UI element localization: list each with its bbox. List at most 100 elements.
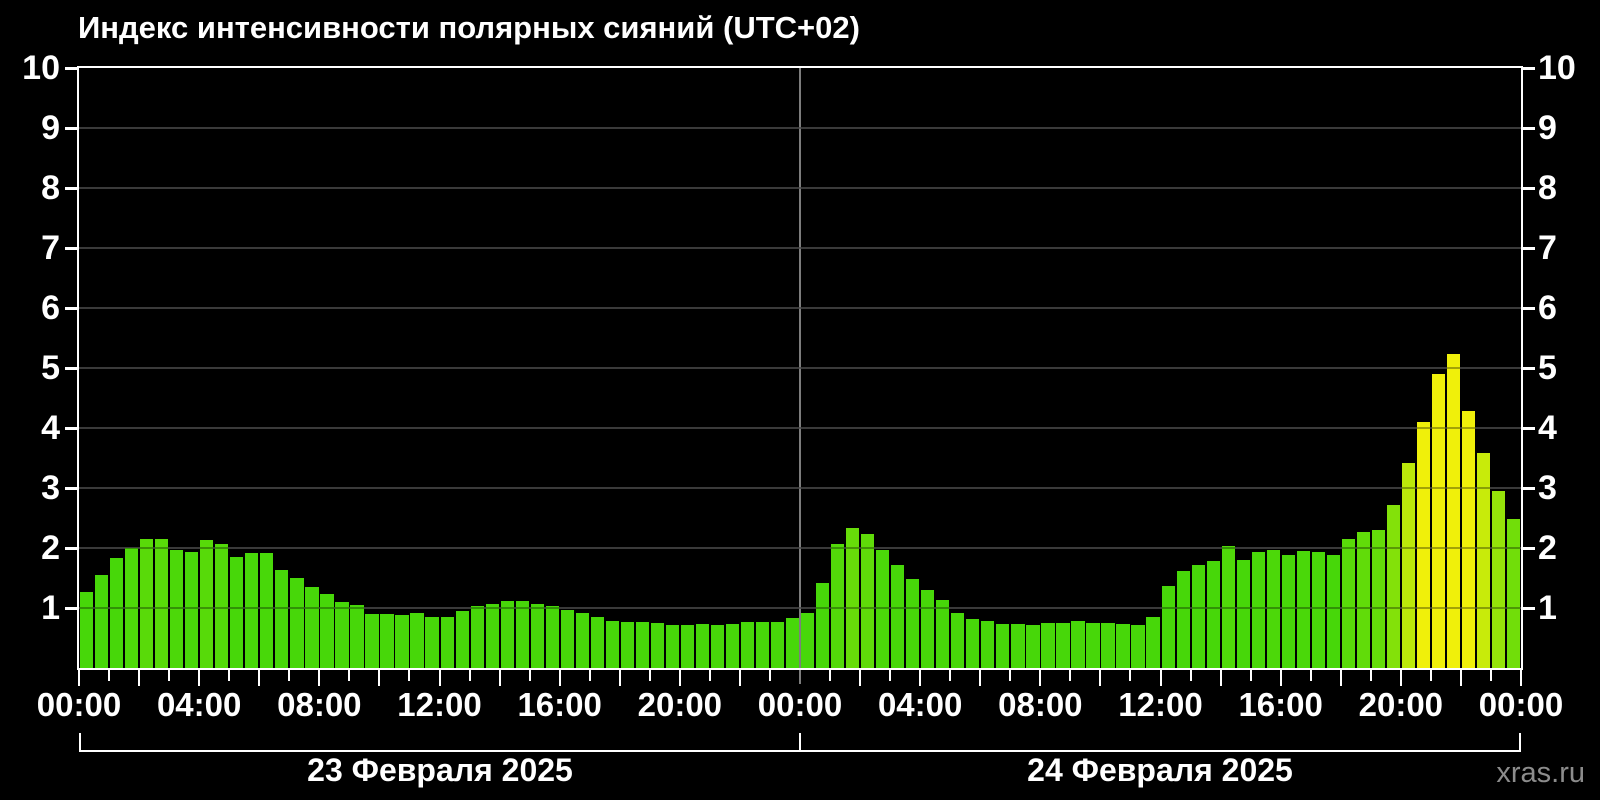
date-label-day1: 23 Февраля 2025 — [307, 752, 573, 788]
x-axis-label-44: 20:00 — [1358, 686, 1444, 723]
x-tick-h4 — [198, 670, 201, 686]
bar — [590, 617, 604, 668]
bar — [365, 614, 379, 668]
x-tick-h13 — [468, 670, 471, 681]
date-bracket-stub-middle — [799, 733, 801, 750]
day-divider-line — [799, 68, 801, 684]
bar — [846, 527, 860, 668]
y-axis-label-left-5: 5 — [41, 349, 60, 387]
x-tick-h0 — [78, 670, 80, 686]
gridline-overlay-y1 — [79, 607, 1521, 609]
y-tick-right-3 — [1523, 487, 1535, 490]
bar — [831, 543, 845, 668]
bar — [680, 624, 695, 668]
x-axis-label-16: 16:00 — [517, 686, 602, 723]
gridline-overlay-y7 — [79, 247, 1521, 249]
y-axis-label-left-10: 10 — [22, 49, 60, 87]
y-axis-label-left-6: 6 — [41, 289, 60, 327]
x-tick-h15 — [528, 670, 531, 681]
x-tick-h22 — [738, 670, 741, 686]
x-tick-h3 — [168, 670, 171, 681]
bar — [981, 621, 995, 668]
y-axis-label-left-8: 8 — [41, 169, 60, 207]
y-tick-right-10 — [1523, 67, 1535, 70]
bar — [665, 624, 680, 668]
y-tick-right-5 — [1523, 367, 1535, 370]
x-tick-h48 — [1520, 670, 1522, 686]
bar — [650, 623, 664, 668]
y-axis-label-left-1: 1 — [41, 589, 60, 627]
bar — [1266, 549, 1280, 668]
x-tick-h5 — [228, 670, 231, 681]
y-axis-label-right-10: 10 — [1538, 49, 1576, 87]
bar — [1056, 623, 1070, 668]
y-axis-label-right-4: 4 — [1538, 409, 1557, 447]
y-axis-label-right-5: 5 — [1538, 349, 1557, 387]
gridline-overlay-y3 — [79, 487, 1521, 489]
bar — [320, 594, 334, 668]
bar — [1281, 555, 1295, 668]
x-tick-h31 — [1009, 670, 1012, 681]
bar — [1236, 560, 1250, 668]
bar — [1416, 422, 1431, 668]
x-axis-label-20: 20:00 — [637, 686, 723, 723]
x-axis-label-0: 00:00 — [36, 686, 122, 723]
bar — [1326, 555, 1340, 668]
y-tick-left-3 — [65, 487, 77, 490]
bar — [1476, 453, 1491, 668]
y-axis-label-left-2: 2 — [41, 529, 60, 567]
bar — [861, 533, 875, 668]
x-tick-h11 — [408, 670, 411, 681]
x-tick-h42 — [1339, 670, 1342, 686]
bar — [1131, 624, 1145, 668]
y-tick-right-9 — [1523, 127, 1535, 130]
x-tick-h37 — [1189, 670, 1192, 681]
watermark: xras.ru — [1496, 757, 1585, 789]
x-axis-label-36: 12:00 — [1118, 686, 1203, 723]
bar — [1221, 546, 1235, 668]
bar — [936, 600, 950, 668]
bar — [260, 552, 274, 668]
bar — [275, 570, 289, 668]
chart-title: Индекс интенсивности полярных сияний (UT… — [78, 10, 860, 45]
x-tick-h18 — [618, 670, 621, 686]
x-tick-h16 — [558, 670, 561, 686]
bar — [170, 549, 184, 668]
x-tick-h17 — [588, 670, 591, 681]
bar — [710, 624, 725, 668]
x-tick-h1 — [108, 670, 111, 681]
bar — [1371, 530, 1385, 668]
bar — [605, 620, 619, 668]
y-tick-left-4 — [65, 427, 77, 430]
y-axis-label-right-6: 6 — [1538, 289, 1557, 327]
bar — [740, 621, 755, 668]
bar — [770, 621, 785, 668]
y-axis-label-right-8: 8 — [1538, 169, 1557, 207]
x-tick-h41 — [1309, 670, 1312, 681]
plot-border-right — [1521, 66, 1523, 670]
bar — [1506, 519, 1521, 668]
x-tick-h38 — [1219, 670, 1222, 686]
date-bracket-stub-right — [1519, 733, 1521, 750]
gridline-overlay-y6 — [79, 307, 1521, 309]
bar — [1296, 551, 1310, 668]
y-tick-right-6 — [1523, 307, 1535, 310]
x-tick-h12 — [438, 670, 441, 686]
bar — [380, 614, 394, 668]
bar — [1446, 353, 1461, 668]
gridline-overlay-y5 — [79, 367, 1521, 369]
bar — [1356, 532, 1370, 668]
x-tick-h19 — [648, 670, 651, 681]
x-axis-label-8: 08:00 — [277, 686, 362, 723]
bar — [200, 540, 214, 668]
x-tick-h44 — [1399, 670, 1402, 686]
y-axis-label-left-9: 9 — [41, 109, 60, 147]
y-tick-left-1 — [65, 607, 77, 610]
plot-border-left — [77, 66, 79, 670]
y-tick-right-2 — [1523, 547, 1535, 550]
x-tick-h2 — [138, 670, 141, 686]
bar — [1086, 623, 1100, 668]
bar — [230, 557, 244, 668]
x-axis-label-24: 00:00 — [757, 686, 843, 723]
x-tick-h20 — [678, 670, 681, 686]
